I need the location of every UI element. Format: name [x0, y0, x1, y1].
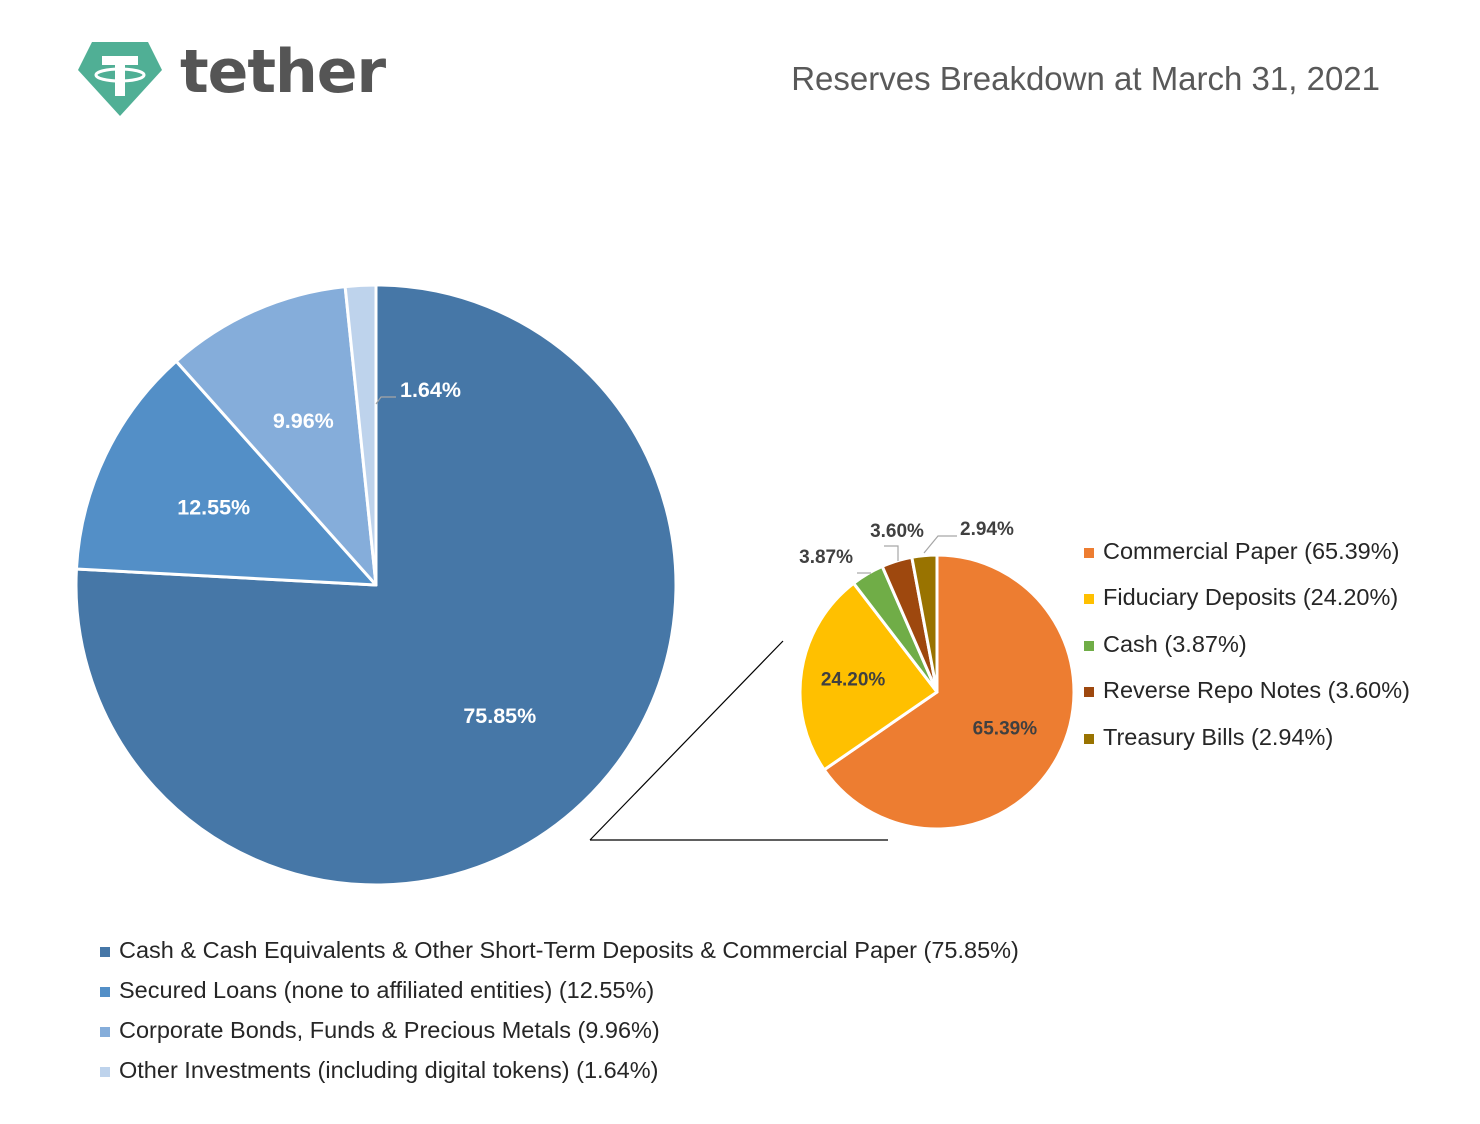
legend-item: Fiduciary Deposits (24.20%) — [1084, 580, 1410, 626]
pie-slice — [174, 285, 378, 587]
legend-label: Cash (3.87%) — [1103, 630, 1247, 657]
legend-label: Reverse Repo Notes (3.60%) — [1103, 677, 1410, 704]
slice-data-label: 1.64% — [400, 378, 461, 402]
breakdown-pie-chart: 65.39% 24.20% 3.87% 3.60% 2.94% — [798, 519, 1076, 831]
connector-line-diagonal — [589, 640, 784, 841]
logo-ring — [94, 67, 146, 83]
main-pie-chart: 75.85% 12.55% 9.96% 1.64% — [74, 283, 678, 887]
page-title: Reserves Breakdown at March 31, 2021 — [791, 60, 1380, 97]
legend-label: Commercial Paper (65.39%) — [1103, 538, 1400, 564]
slice-leader-line — [923, 535, 957, 554]
legend-label: Fiduciary Deposits (24.20%) — [1103, 584, 1399, 611]
legend-item: Commercial Paper (65.39%) — [1084, 534, 1410, 580]
legend-swatch — [100, 1067, 110, 1077]
slice-data-label: 3.87% — [799, 547, 853, 568]
main-pie-legend: Cash & Cash Equivalents & Other Short-Te… — [100, 933, 1019, 1093]
legend-swatch — [100, 947, 110, 957]
pie-slice — [798, 581, 939, 772]
slice-data-label: 12.55% — [177, 496, 250, 520]
legend-label: Treasury Bills (2.94%) — [1103, 723, 1334, 750]
legend-item: Corporate Bonds, Funds & Precious Metals… — [100, 1013, 1019, 1053]
legend-swatch — [1084, 594, 1094, 605]
legend-label: Cash & Cash Equivalents & Other Short-Te… — [119, 937, 1019, 963]
pie-slice — [343, 283, 378, 587]
slice-leader-line — [375, 396, 396, 405]
legend-swatch — [1084, 733, 1094, 744]
legend-label: Secured Loans (none to affiliated entiti… — [119, 977, 655, 1003]
legend-item: Cash (3.87%) — [1084, 627, 1410, 673]
legend-item: Cash & Cash Equivalents & Other Short-Te… — [100, 933, 1019, 973]
pie-slice — [74, 359, 378, 587]
slice-data-label: 3.60% — [870, 521, 924, 542]
pie-connector-lines — [589, 640, 888, 841]
legend-swatch — [100, 1027, 110, 1037]
legend-swatch — [1084, 687, 1094, 698]
pie-slice — [822, 553, 1076, 831]
slice-data-label: 65.39% — [973, 718, 1038, 739]
legend-item: Treasury Bills (2.94%) — [1084, 720, 1410, 766]
pie-slice — [910, 553, 939, 694]
logo-stem — [115, 60, 125, 96]
legend-item: Secured Loans (none to affiliated entiti… — [100, 973, 1019, 1013]
legend-item: Other Investments (including digital tok… — [100, 1053, 1019, 1093]
brand-name: tether — [180, 37, 386, 107]
legend-item: Reverse Repo Notes (3.60%) — [1084, 673, 1410, 719]
slice-data-label: 2.94% — [960, 519, 1014, 540]
legend-swatch — [1084, 640, 1094, 651]
legend-label: Other Investments (including digital tok… — [119, 1057, 659, 1083]
tether-logo-icon — [78, 42, 162, 116]
slice-leader-line — [884, 545, 899, 561]
breakdown-pie-legend: Commercial Paper (65.39%) Fiduciary Depo… — [1084, 534, 1410, 766]
legend-swatch — [100, 987, 110, 997]
slice-data-label: 9.96% — [273, 409, 334, 433]
slice-data-label: 75.85% — [463, 704, 536, 728]
legend-label: Corporate Bonds, Funds & Precious Metals… — [119, 1017, 660, 1043]
legend-swatch — [1084, 548, 1094, 558]
header: tether Reserves Breakdown at March 31, 2… — [0, 0, 1480, 140]
slice-data-label: 24.20% — [821, 669, 886, 690]
